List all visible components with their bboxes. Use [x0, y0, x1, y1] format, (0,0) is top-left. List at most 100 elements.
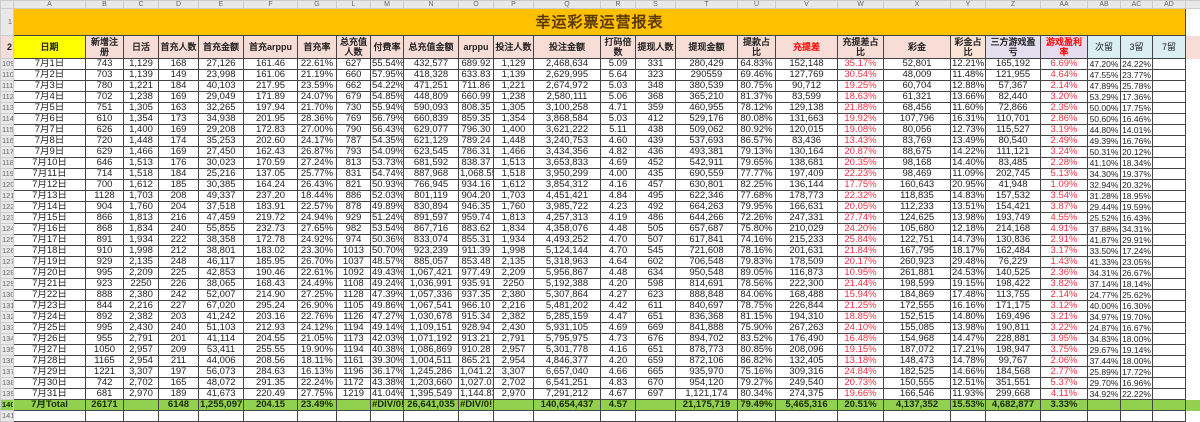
row-number[interactable]: 141 [1, 411, 14, 422]
cell[interactable]: 22.24% [298, 378, 337, 389]
cell[interactable]: 432,577 [404, 59, 459, 70]
cell[interactable]: 41.87% [1088, 235, 1121, 246]
cell[interactable]: 204.15 [244, 400, 298, 411]
cell[interactable]: 40,103 [199, 81, 244, 92]
cell[interactable]: 2,791 [124, 334, 159, 345]
cell[interactable]: 13.18% [838, 356, 884, 367]
cell[interactable]: 7月16日 [14, 224, 86, 235]
cell[interactable]: 7月12日 [14, 180, 86, 191]
empty-cell[interactable] [1186, 202, 1200, 213]
cell[interactable]: 2250 [494, 279, 534, 290]
cell[interactable]: 2,580,111 [534, 92, 601, 103]
cell[interactable]: 69.46% [738, 70, 776, 81]
cell[interactable]: 42.03% [371, 334, 404, 345]
cell[interactable]: 299,668 [986, 389, 1041, 400]
column-letter-AD[interactable]: AD [1153, 1, 1186, 9]
cell[interactable]: 26.43% [298, 180, 337, 191]
cell[interactable]: 610 [86, 114, 124, 125]
cell[interactable]: 120,015 [776, 125, 838, 136]
cell[interactable]: 37.44% [1088, 356, 1121, 367]
cell[interactable]: 7月21日 [14, 279, 86, 290]
cell[interactable]: 946.35 [459, 202, 494, 213]
cell[interactable]: 166,546 [884, 389, 951, 400]
cell[interactable]: 17.48% [951, 290, 986, 301]
row-number[interactable]: 110 [1, 70, 14, 81]
cell[interactable]: 3.87% [1041, 202, 1088, 213]
cell[interactable]: 7月2日 [14, 70, 86, 81]
cell[interactable]: 280,429 [676, 59, 738, 70]
cell[interactable]: 1,813 [124, 213, 159, 224]
row-number[interactable]: 115 [1, 125, 14, 136]
cell[interactable]: 19.59% [1121, 202, 1153, 213]
cell[interactable] [1153, 213, 1186, 224]
cell[interactable]: 923,239 [404, 246, 459, 257]
cell[interactable]: 507 [636, 235, 676, 246]
cell[interactable]: 11.60% [951, 103, 986, 114]
cell[interactable] [1153, 367, 1186, 378]
cell[interactable]: 2,957 [124, 345, 159, 356]
cell[interactable]: 81.37% [738, 92, 776, 103]
cell[interactable]: 664,263 [676, 202, 738, 213]
cell[interactable]: 178,509 [776, 257, 838, 268]
cell[interactable]: 11.93% [951, 389, 986, 400]
cell[interactable]: 7月10日 [14, 158, 86, 169]
cell[interactable]: 217.95 [244, 81, 298, 92]
cell[interactable]: 110,701 [986, 114, 1041, 125]
cell[interactable]: 37,518 [199, 202, 244, 213]
cell[interactable] [124, 400, 159, 411]
cell[interactable]: 216 [159, 213, 199, 224]
cell[interactable]: 210,029 [776, 224, 838, 235]
cell[interactable]: 212.93 [244, 323, 298, 334]
cell[interactable]: 57.95% [371, 70, 404, 81]
cell[interactable]: 22.76% [298, 312, 337, 323]
cell[interactable]: 3,985,722 [534, 202, 601, 213]
cell[interactable]: 7月14日 [14, 202, 86, 213]
cell[interactable]: 41.10% [1088, 158, 1121, 169]
cell[interactable]: 7月19日 [14, 257, 86, 268]
cell[interactable]: 966.10 [459, 301, 494, 312]
cell[interactable]: 730 [337, 103, 371, 114]
cell[interactable]: 700 [86, 180, 124, 191]
cell[interactable]: 14.83% [951, 191, 986, 202]
row-number[interactable]: 2 [1, 36, 14, 59]
row-number[interactable]: 128 [1, 268, 14, 279]
cell[interactable]: 3.20% [1041, 92, 1088, 103]
cell[interactable]: 711.86 [459, 81, 494, 92]
header-cell[interactable]: 新增注册 [86, 36, 124, 59]
cell[interactable]: 24.20% [838, 224, 884, 235]
header-cell[interactable]: 7留 [1153, 36, 1186, 59]
cell[interactable]: 22.61% [298, 59, 337, 70]
cell[interactable]: 161.46 [244, 59, 298, 70]
column-letter-M[interactable]: M [371, 1, 404, 9]
cell[interactable]: 929 [86, 257, 124, 268]
cell[interactable]: 865.21 [459, 356, 494, 367]
cell[interactable]: 813 [337, 158, 371, 169]
cell[interactable]: 68,456 [884, 103, 951, 114]
cell[interactable] [1088, 400, 1121, 411]
cell[interactable]: 910 [86, 246, 124, 257]
cell[interactable]: 29.91% [1121, 235, 1153, 246]
empty-cell[interactable] [1186, 345, 1200, 356]
cell[interactable]: 47.27% [371, 312, 404, 323]
empty-cell[interactable] [1186, 367, 1200, 378]
cell[interactable]: 260,923 [884, 257, 951, 268]
cell[interactable]: 190,811 [986, 323, 1041, 334]
cell[interactable]: 83,485 [986, 158, 1041, 169]
cell[interactable]: 129,138 [776, 103, 838, 114]
cell[interactable]: 4,257,313 [534, 213, 601, 224]
cell[interactable]: 76,229 [986, 257, 1041, 268]
cell[interactable]: 22.57% [298, 202, 337, 213]
cell[interactable]: 2,135 [124, 257, 159, 268]
cell[interactable] [337, 411, 371, 422]
cell[interactable]: 448,809 [404, 92, 459, 103]
cell[interactable]: 1194 [337, 323, 371, 334]
cell[interactable]: 542,911 [676, 158, 738, 169]
row-number[interactable]: 109 [1, 59, 14, 70]
header-cell[interactable]: 三方游戏盈亏 [986, 36, 1041, 59]
empty-cell[interactable] [1186, 125, 1200, 136]
cell[interactable]: 1,400 [124, 125, 159, 136]
cell[interactable]: 3,653,833 [534, 158, 601, 169]
cell[interactable]: 169 [159, 125, 199, 136]
cell[interactable]: 5,956,867 [534, 268, 601, 279]
cell[interactable]: 34.31% [1121, 224, 1153, 235]
